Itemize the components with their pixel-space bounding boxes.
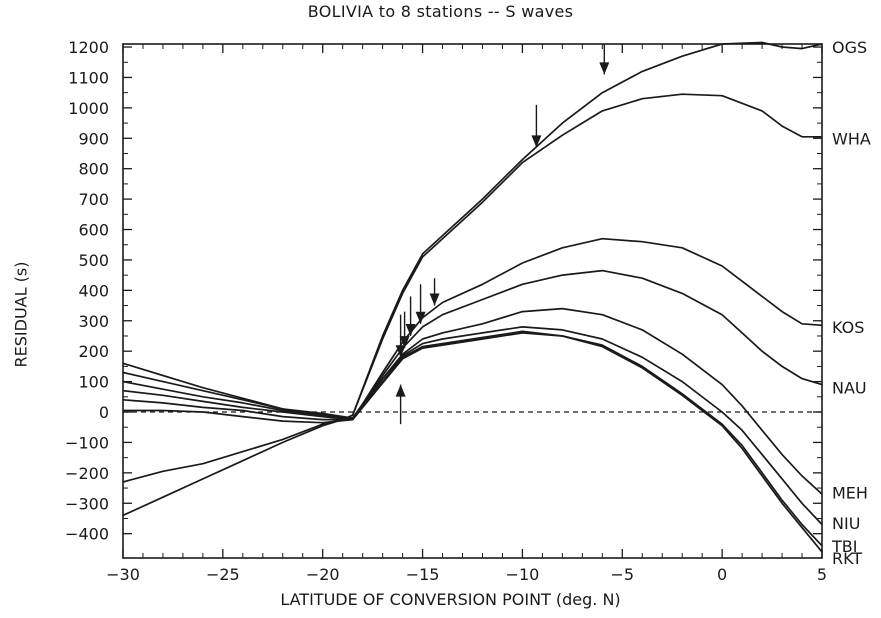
station-label-tbi: TBI [831, 537, 857, 556]
station-label-kos: KOS [832, 318, 864, 337]
x-tick-label: −10 [506, 565, 540, 584]
plot-frame [122, 43, 823, 559]
series-line-nau [122, 269, 823, 419]
series-line-niu [122, 326, 823, 526]
y-tick-label: 0 [99, 403, 109, 422]
y-tick-label: 1200 [68, 38, 109, 57]
series-line-meh [122, 307, 823, 495]
y-tick-label: 400 [78, 281, 109, 300]
station-label-meh: MEH [832, 484, 868, 503]
x-tick-label: −20 [306, 565, 340, 584]
y-tick-label: 300 [78, 312, 109, 331]
arrow-head [395, 384, 406, 397]
arrow-head [429, 293, 440, 306]
arrow-head [599, 62, 610, 75]
y-tick-label: 200 [78, 342, 109, 361]
y-tick-label: 900 [78, 129, 109, 148]
series-line-rkt [123, 332, 823, 553]
x-tick-label: 0 [717, 565, 727, 584]
station-label-nau: NAU [832, 379, 867, 398]
arrow-head [399, 336, 410, 349]
arrow-head [405, 323, 416, 336]
x-tick-label: −5 [610, 565, 634, 584]
x-tick-label: −30 [106, 565, 140, 584]
x-tick-label: −25 [206, 565, 240, 584]
series-line-kos [122, 237, 823, 421]
y-tick-label: 700 [78, 190, 109, 209]
y-tick-label: 1100 [68, 68, 109, 87]
series-line-wha [122, 93, 822, 483]
y-tick-label: 500 [78, 251, 109, 270]
y-tick-label: −100 [65, 433, 109, 452]
y-tick-label: −400 [65, 525, 109, 544]
station-label-wha: WHA [832, 129, 871, 148]
y-tick-label: −300 [65, 494, 109, 513]
x-axis-label-text: LATITUDE OF CONVERSION POINT (deg. N) [280, 590, 621, 609]
y-tick-label: −200 [65, 464, 109, 483]
y-tick-label: 100 [78, 373, 109, 392]
series-line-tbi [122, 330, 823, 547]
station-label-niu: NIU [832, 514, 860, 533]
station-label-rkt: RKT [832, 549, 862, 568]
station-label-ogs: OGS [832, 38, 867, 57]
arrow-head [531, 135, 542, 148]
y-tick-label: 600 [78, 221, 109, 240]
y-tick-label: 800 [78, 160, 109, 179]
arrow-head [395, 345, 406, 358]
chart-title: BOLIVIA to 8 stations -- S waves [307, 2, 574, 21]
series-line-ogs [122, 41, 823, 517]
y-tick-label: 1000 [68, 99, 109, 118]
x-tick-label: 5 [817, 565, 827, 584]
x-tick-label: −15 [406, 565, 440, 584]
arrow-head [415, 311, 426, 324]
x-axis-label: LATITUDE OF CONVERSION POINT (deg. N) [0, 590, 881, 609]
